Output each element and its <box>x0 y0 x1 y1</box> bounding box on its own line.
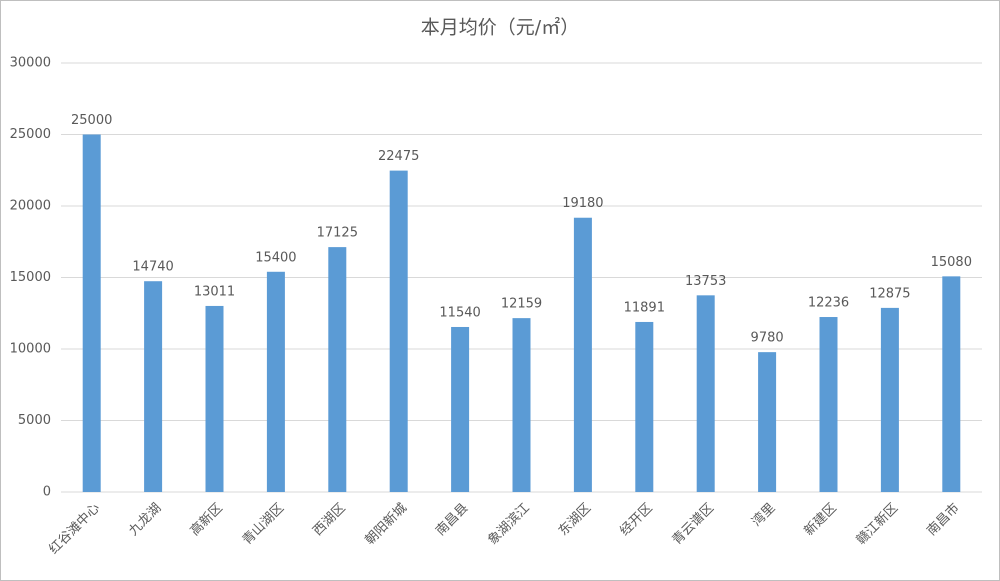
bar <box>942 276 961 492</box>
data-label: 11891 <box>624 300 665 315</box>
bar <box>82 134 101 492</box>
bar <box>819 317 838 492</box>
data-label: 22475 <box>378 149 419 164</box>
data-label: 25000 <box>71 113 112 128</box>
y-tick-label: 20000 <box>10 199 51 214</box>
y-tick-label: 30000 <box>10 56 51 71</box>
bar <box>389 170 408 493</box>
data-label: 11540 <box>439 305 480 320</box>
data-label: 14740 <box>132 260 173 275</box>
bar <box>635 321 654 492</box>
bar <box>512 318 531 492</box>
bar <box>328 247 347 492</box>
bar <box>880 307 899 492</box>
chart-title: 本月均价（元/㎡） <box>421 16 579 39</box>
data-label: 15080 <box>931 255 972 270</box>
y-tick-label: 25000 <box>10 127 51 142</box>
data-label: 12236 <box>808 296 849 311</box>
y-tick-label: 10000 <box>10 342 51 357</box>
bar <box>205 305 224 492</box>
data-label: 9780 <box>751 331 784 346</box>
data-label: 12875 <box>869 286 910 301</box>
bar <box>451 326 470 492</box>
data-label: 19180 <box>562 196 603 211</box>
bar <box>758 352 777 492</box>
data-label: 13011 <box>194 284 235 299</box>
y-tick-label: 0 <box>43 485 51 500</box>
bar <box>266 271 285 492</box>
data-label: 12159 <box>501 297 542 312</box>
data-label: 17125 <box>317 226 358 241</box>
bar <box>573 217 592 492</box>
data-label: 13753 <box>685 274 726 289</box>
y-tick-label: 15000 <box>10 270 51 285</box>
y-tick-label: 5000 <box>18 413 51 428</box>
data-label: 15400 <box>255 250 296 265</box>
bar <box>144 281 163 492</box>
bar <box>696 295 715 492</box>
